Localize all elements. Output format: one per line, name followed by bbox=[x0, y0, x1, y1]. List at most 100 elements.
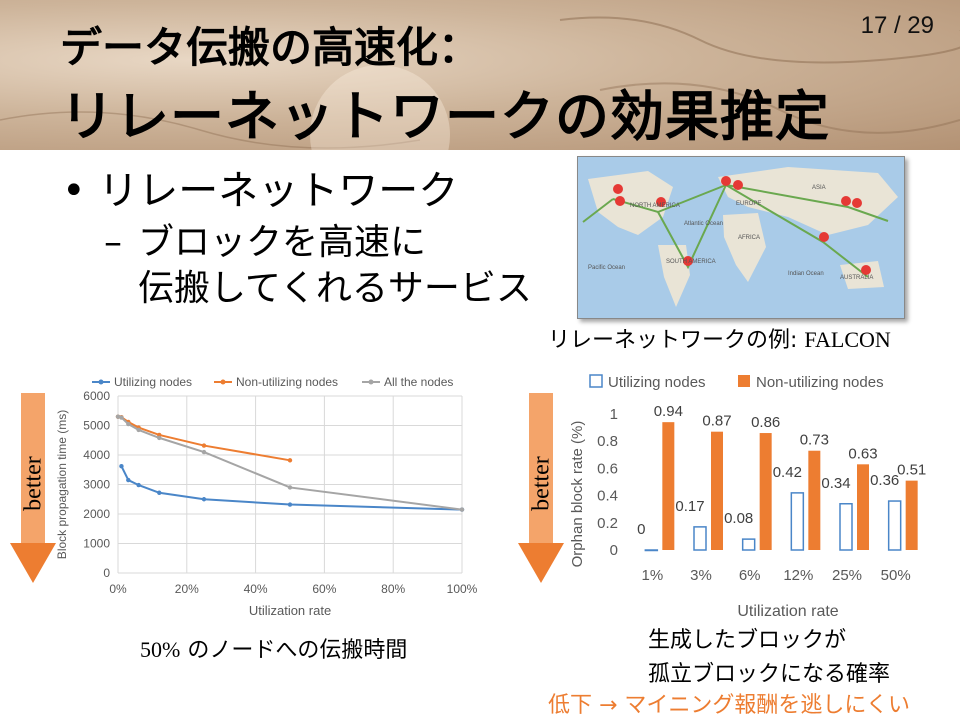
map-pins bbox=[613, 176, 871, 275]
y-tick-label: 0.4 bbox=[597, 488, 618, 505]
y-tick-label: 4000 bbox=[83, 448, 110, 462]
bar-utilizing bbox=[741, 538, 756, 551]
header-banner bbox=[0, 0, 960, 150]
slide-title-line2: リレーネットワークの効果推定 bbox=[60, 85, 830, 148]
label-north-america: NORTH AMERICA bbox=[630, 203, 680, 209]
y-tick-label: 0.8 bbox=[597, 433, 618, 450]
sub-bullet: – ブロックを高速に 伝搬してくれるサービス bbox=[104, 220, 532, 312]
data-point bbox=[201, 449, 207, 455]
data-point bbox=[287, 502, 293, 507]
propagation-time-line-chart: 0 1000 2000 3000 4000 5000 6000 0% 20% 40% 60% 80% 1… bbox=[55, 375, 478, 618]
data-point bbox=[157, 435, 162, 441]
x-tick-label: 40% bbox=[244, 582, 268, 596]
y-tick-label: 0.6 bbox=[597, 460, 618, 477]
x-tick-label: 12% bbox=[783, 567, 813, 584]
data-point bbox=[201, 443, 207, 448]
y-tick-label: 0 bbox=[103, 566, 110, 580]
bullet-item: • リレーネットワーク bbox=[62, 168, 459, 214]
bar-non-utilizing bbox=[808, 450, 821, 550]
x-tick-label: 3% bbox=[690, 567, 712, 584]
bar-non-utilizing bbox=[711, 431, 723, 550]
y-tick-label: 1 bbox=[610, 406, 618, 423]
y-tick-label: 0.2 bbox=[597, 515, 618, 532]
bar-value-label: 0.73 bbox=[800, 432, 829, 449]
caption-left-rest: のノードへの伝搬時間 bbox=[180, 638, 408, 663]
label-europe: EUROPE bbox=[736, 201, 761, 207]
data-point bbox=[459, 507, 465, 512]
y-tick-label: 3000 bbox=[83, 478, 110, 492]
sub-line2: 伝搬してくれるサービス bbox=[138, 268, 532, 309]
label-asia: ASIA bbox=[812, 185, 826, 191]
bar-value-label: 0 bbox=[637, 521, 645, 538]
caption-right-line1: 生成したブロックが bbox=[648, 628, 847, 653]
label-australia: AUSTRALIA bbox=[840, 275, 873, 281]
legend-label: Non-utilizing nodes bbox=[756, 374, 884, 391]
bar-non-utilizing bbox=[759, 433, 772, 550]
bar-non-utilizing bbox=[662, 422, 675, 550]
x-tick-label: 6% bbox=[739, 567, 761, 584]
legend-label: Utilizing nodes bbox=[608, 374, 706, 391]
x-tick-label: 1% bbox=[641, 567, 663, 584]
bar-chart-caption: 生成したブロックが 孤立ブロックになる確率 bbox=[648, 624, 890, 692]
label-atlantic: Atlantic Ocean bbox=[684, 221, 723, 227]
legend-marker bbox=[368, 379, 374, 385]
y-axis-label: Orphan block rate (%) bbox=[569, 421, 586, 568]
slide-title-line1: データ伝搬の高速化： bbox=[60, 23, 481, 72]
data-point bbox=[157, 490, 162, 495]
bar-utilizing bbox=[887, 500, 902, 551]
bar-value-label: 0.34 bbox=[821, 475, 850, 492]
legend-swatch bbox=[738, 375, 750, 387]
bar-value-label: 0.17 bbox=[675, 498, 704, 515]
better-arrow-left bbox=[10, 393, 56, 583]
legend-label: Non-utilizing nodes bbox=[236, 375, 338, 389]
data-point bbox=[136, 482, 141, 488]
x-tick-label: 0% bbox=[109, 582, 127, 596]
better-arrow-right bbox=[518, 393, 564, 583]
x-tick-label: 50% bbox=[881, 567, 911, 584]
y-tick-label: 0 bbox=[610, 542, 618, 559]
bullet-text: リレーネットワーク bbox=[98, 168, 459, 214]
y-tick-label: 6000 bbox=[83, 389, 110, 403]
map-caption: リレーネットワークの例: FALCON bbox=[548, 322, 891, 354]
legend-label: All the nodes bbox=[384, 375, 453, 389]
series-line bbox=[117, 415, 463, 511]
x-tick-label: 60% bbox=[312, 582, 336, 596]
page-number: 17 / 29 bbox=[860, 12, 934, 39]
x-tick-label: 25% bbox=[832, 567, 862, 584]
map-caption-name: FALCON bbox=[804, 327, 891, 352]
old-map-background bbox=[0, 16, 960, 150]
legend-swatch bbox=[589, 374, 603, 388]
label-indian: Indian Ocean bbox=[788, 271, 824, 277]
legend-marker bbox=[220, 379, 226, 385]
better-label-right: better bbox=[528, 456, 555, 511]
x-tick-label: 100% bbox=[447, 582, 478, 596]
better-label-left: better bbox=[20, 456, 47, 511]
line-chart-caption: 50% のノードへの伝搬時間 bbox=[140, 632, 407, 664]
bar-utilizing bbox=[693, 526, 707, 551]
bar-value-label: 0.63 bbox=[848, 445, 877, 462]
data-point bbox=[126, 421, 131, 427]
bar-utilizing bbox=[644, 549, 659, 552]
bar-value-label: 0.42 bbox=[773, 464, 802, 481]
sub-line1: ブロックを高速に bbox=[138, 222, 427, 263]
world-map: ASIA NORTH AMERICA EUROPE AFRICA SOUTH A… bbox=[578, 157, 904, 318]
bar-value-label: 0.36 bbox=[870, 472, 899, 489]
y-tick-label: 1000 bbox=[83, 537, 110, 551]
bar-utilizing bbox=[790, 492, 805, 551]
data-point bbox=[287, 485, 293, 490]
label-pacific: Pacific Ocean bbox=[588, 265, 625, 271]
bar-value-label: 0.94 bbox=[654, 403, 683, 420]
label-south-america: SOUTH AMERICA bbox=[666, 259, 716, 265]
caption-left-num: 50% bbox=[140, 637, 181, 662]
data-point bbox=[136, 427, 141, 433]
x-axis-label: Utilization rate bbox=[249, 603, 331, 618]
data-point bbox=[201, 497, 207, 502]
bar-value-label: 0.87 bbox=[702, 413, 731, 430]
y-axis-label: Block propagation time (ms) bbox=[55, 410, 69, 559]
data-point bbox=[119, 415, 124, 420]
y-tick-label: 5000 bbox=[83, 419, 110, 433]
sub-dash: – bbox=[104, 222, 122, 263]
x-axis-label: Utilization rate bbox=[737, 603, 838, 620]
bar-non-utilizing bbox=[905, 480, 918, 550]
bar-value-label: 0.51 bbox=[897, 462, 926, 479]
